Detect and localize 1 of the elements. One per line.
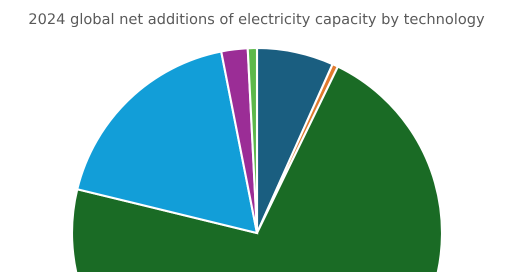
chart-title: 2024 global net additions of electricity capacity by technology [29,12,484,28]
